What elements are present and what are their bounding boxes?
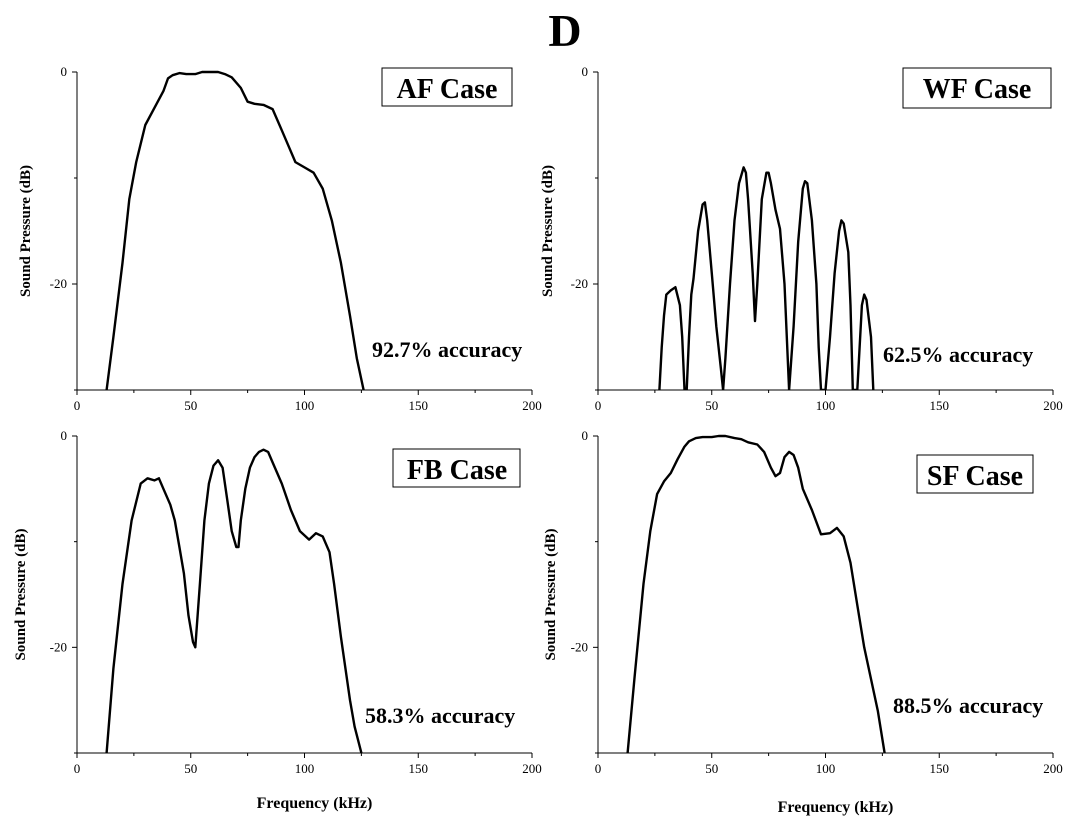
accuracy-annotation: 92.7% accuracy — [372, 337, 522, 362]
x-tick-label: 50 — [705, 761, 718, 776]
y-axis-label: Sound Pressure (dB) — [13, 529, 29, 661]
accuracy-annotation: 58.3% accuracy — [365, 703, 515, 728]
x-tick-label: 50 — [705, 398, 718, 413]
case-title: FB Case — [407, 455, 507, 486]
x-axis-label: Frequency (kHz) — [778, 799, 894, 816]
x-tick-label: 150 — [930, 761, 950, 776]
x-tick-label: 200 — [522, 761, 542, 776]
series-line — [658, 166, 875, 390]
x-tick-label: 0 — [74, 761, 81, 776]
figure-label: D — [548, 5, 581, 56]
x-tick-label: 150 — [409, 761, 429, 776]
x-tick-label: 50 — [184, 398, 197, 413]
y-axis-label: Sound Pressure (dB) — [18, 165, 34, 297]
x-tick-label: 200 — [1043, 398, 1063, 413]
series-line — [105, 448, 363, 753]
x-tick-label: 100 — [295, 761, 315, 776]
x-tick-label: 100 — [295, 398, 315, 413]
y-tick-label: -20 — [50, 276, 67, 291]
panel-sf: 0 50 100 150 200 0 -20 Sound Pressure (dB) Frequ… — [543, 428, 1063, 816]
x-tick-label: 200 — [1043, 761, 1063, 776]
x-tick-label: 50 — [184, 761, 197, 776]
y-axis-label: Sound Pressure (dB) — [543, 529, 559, 661]
x-tick-label: 100 — [816, 761, 836, 776]
accuracy-annotation: 62.5% accuracy — [883, 342, 1033, 367]
y-tick-label: -20 — [571, 276, 588, 291]
series-line — [105, 70, 365, 390]
series-line — [626, 434, 886, 753]
case-title: AF Case — [397, 74, 498, 105]
case-title-box — [916, 454, 1034, 494]
accuracy-annotation: 88.5% accuracy — [893, 693, 1043, 718]
y-tick-label: 0 — [61, 64, 68, 79]
panel-af: 0 50 100 150 200 0 -20 Sound Pressure (dB) AF Ca… — [18, 64, 542, 413]
case-title-box — [392, 448, 521, 488]
y-tick-label: -20 — [50, 639, 67, 654]
y-tick-label: 0 — [582, 428, 589, 443]
panel-fb: 0 50 100 150 200 0 -20 Sound Pressure (dB) Frequ… — [13, 428, 542, 812]
x-axis-label: Frequency (kHz) — [257, 795, 373, 812]
x-tick-label: 0 — [74, 398, 81, 413]
case-title: SF Case — [927, 461, 1023, 492]
x-tick-label: 0 — [595, 761, 602, 776]
panel-wf: 0 50 100 150 200 0 -20 Sound Pressure (dB) WF Ca… — [540, 64, 1063, 413]
y-tick-label: 0 — [61, 428, 68, 443]
case-title-box — [381, 67, 513, 107]
x-tick-label: 0 — [595, 398, 602, 413]
case-title: WF Case — [923, 74, 1032, 105]
y-axis-label: Sound Pressure (dB) — [540, 165, 556, 297]
x-tick-label: 200 — [522, 398, 542, 413]
case-title-box — [902, 67, 1052, 109]
y-tick-label: 0 — [582, 64, 589, 79]
x-tick-label: 150 — [930, 398, 950, 413]
y-tick-label: -20 — [571, 639, 588, 654]
x-tick-label: 100 — [816, 398, 836, 413]
x-tick-label: 150 — [409, 398, 429, 413]
